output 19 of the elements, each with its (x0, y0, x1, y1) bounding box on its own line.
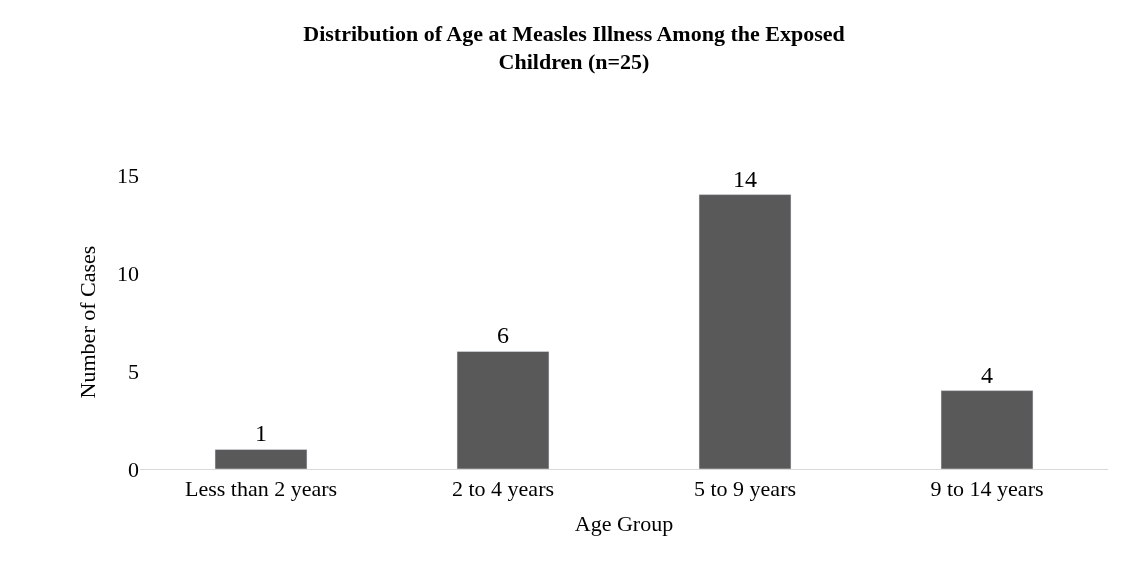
y-axis-title: Number of Cases (74, 245, 100, 399)
data-label: 6 (497, 322, 509, 349)
x-axis-title: Age Group (574, 511, 674, 537)
data-label: 1 (255, 420, 267, 447)
y-tick-label: 5 (128, 358, 139, 384)
bar (698, 194, 792, 469)
x-tick-label: Less than 2 years (184, 476, 338, 502)
bar (940, 390, 1034, 469)
data-label: 4 (981, 361, 993, 388)
y-tick-label: 10 (117, 260, 139, 286)
y-tick-label: 15 (117, 162, 139, 188)
chart-title: Distribution of Age at Measles Illness Among the Exposed Children (n=25) (303, 20, 845, 75)
x-tick-label: 9 to 14 years (930, 476, 1044, 502)
y-tick-label: 0 (128, 456, 139, 482)
bar (456, 351, 550, 469)
x-tick-label: 2 to 4 years (451, 476, 555, 502)
data-label: 14 (733, 165, 757, 192)
bar (214, 449, 308, 469)
x-tick-label: 5 to 9 years (693, 476, 797, 502)
